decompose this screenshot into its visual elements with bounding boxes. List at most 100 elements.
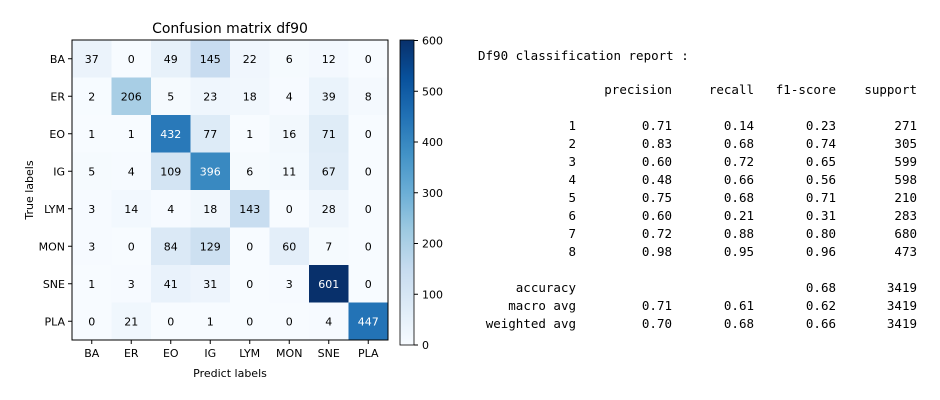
cell-value: 2 [88, 90, 95, 103]
cell-value: 0 [365, 278, 372, 291]
cell-value: 447 [358, 315, 379, 328]
x-axis-ticks: BA ER EO IG LYM MON SNE PLA [84, 340, 379, 360]
heatmap-cell [190, 152, 231, 191]
classification-report: Df90 classification report : precision re… [470, 44, 930, 344]
report-f1-score: 0.66 [805, 316, 836, 331]
report-precision: 0.60 [641, 208, 672, 223]
report-precision: 0.98 [641, 244, 672, 259]
cell-value: 6 [286, 53, 293, 66]
report-recall: 0.95 [723, 244, 754, 259]
report-recall: 0.72 [723, 154, 754, 169]
cell-value: 11 [282, 165, 296, 178]
heatmap-cell [72, 302, 112, 341]
report-summary-label: weighted avg [485, 316, 576, 331]
cell-value: 4 [325, 315, 332, 328]
report-f1-score: 0.68 [805, 280, 836, 295]
cell-value: 0 [286, 315, 293, 328]
heatmap-cell [309, 227, 349, 266]
heatmap-cell [190, 40, 231, 78]
cell-value: 22 [243, 53, 257, 66]
report-f1-score: 0.65 [805, 154, 836, 169]
cell-value: 71 [322, 128, 336, 141]
heatmap-cell [190, 227, 231, 266]
cell-value: 0 [128, 240, 135, 253]
heatmap-cell [190, 115, 231, 153]
y-tick-label: SNE [43, 278, 65, 291]
cell-value: 5 [167, 90, 174, 103]
report-f1-score: 0.62 [805, 298, 836, 313]
heatmap-cell [151, 265, 191, 303]
heatmap-cell [269, 227, 310, 266]
report-f1-score: 0.74 [805, 136, 836, 151]
report-support: 3419 [886, 316, 917, 331]
cell-value: 49 [164, 53, 178, 66]
heatmap-cell [309, 77, 349, 116]
report-column-header: f1-score [775, 82, 836, 97]
y-axis-ticks: BA ER EO IG LYM MON SNE PLA [39, 53, 72, 328]
cell-value: 5 [88, 165, 95, 178]
report-support: 305 [894, 136, 917, 151]
report-support: 598 [894, 172, 917, 187]
cell-value: 39 [322, 90, 336, 103]
heatmap-cell [72, 152, 112, 191]
heatmap-cell [111, 302, 152, 341]
report-precision: 0.72 [641, 226, 672, 241]
report-support: 599 [894, 154, 917, 169]
report-row-label: 3 [568, 154, 576, 169]
report-row-label: 2 [568, 136, 576, 151]
cell-value: 18 [243, 90, 257, 103]
cell-value: 1 [88, 278, 95, 291]
report-recall: 0.61 [723, 298, 754, 313]
report-f1-score: 0.71 [805, 190, 836, 205]
heatmap-cell [72, 40, 112, 78]
cell-value: 143 [239, 203, 260, 216]
cell-value: 601 [318, 278, 339, 291]
heatmap-cell [151, 77, 191, 116]
heatmap-cell [309, 302, 349, 341]
report-row-label: 1 [568, 118, 576, 133]
heatmap-cell [72, 190, 112, 228]
cell-value: 1 [207, 315, 214, 328]
heatmap-cell [348, 265, 389, 303]
x-tick-label: SNE [318, 347, 340, 360]
report-row-label: 7 [568, 226, 576, 241]
heatmap-cell [269, 265, 310, 303]
cell-value: 109 [160, 165, 181, 178]
colorbar-tick-label: 500 [422, 85, 443, 98]
cell-value: 41 [164, 278, 178, 291]
report-recall: 0.14 [723, 118, 754, 133]
heatmap-cell [348, 115, 389, 153]
cell-value: 3 [286, 278, 293, 291]
report-f1-score: 0.31 [805, 208, 836, 223]
cell-value: 37 [85, 53, 99, 66]
report-column-header: recall [708, 82, 754, 97]
report-recall: 0.21 [723, 208, 754, 223]
cell-value: 8 [365, 90, 372, 103]
cell-value: 77 [203, 128, 217, 141]
heatmap-cell [111, 227, 152, 266]
cell-value: 206 [121, 90, 142, 103]
report-summary-label: macro avg [508, 298, 576, 313]
heatmap-cell [151, 190, 191, 228]
cell-value: 0 [365, 203, 372, 216]
y-tick-label: LYM [44, 203, 65, 216]
cell-value: 432 [160, 128, 181, 141]
heatmap-cell [230, 227, 270, 266]
cell-value: 3 [88, 240, 95, 253]
cell-value: 145 [200, 53, 221, 66]
report-support: 473 [894, 244, 917, 259]
heatmap-cell [269, 77, 310, 116]
cell-value: 4 [128, 165, 135, 178]
report-support: 210 [894, 190, 917, 205]
cell-value: 23 [203, 90, 217, 103]
cell-value: 0 [246, 240, 253, 253]
heatmap-cell [269, 40, 310, 78]
colorbar-tick-label: 600 [422, 35, 443, 48]
heatmap-cell [230, 265, 270, 303]
x-tick-label: PLA [358, 347, 379, 360]
x-tick-label: ER [124, 347, 139, 360]
heatmap-cell [309, 115, 349, 153]
cell-value: 16 [282, 128, 296, 141]
heatmap-cells: 37 0 49 145 22 6 12 02 206 5 23 18 4 39 81 1 432 77 1 16 71 0… [72, 40, 389, 341]
heatmap-cell [111, 190, 152, 228]
